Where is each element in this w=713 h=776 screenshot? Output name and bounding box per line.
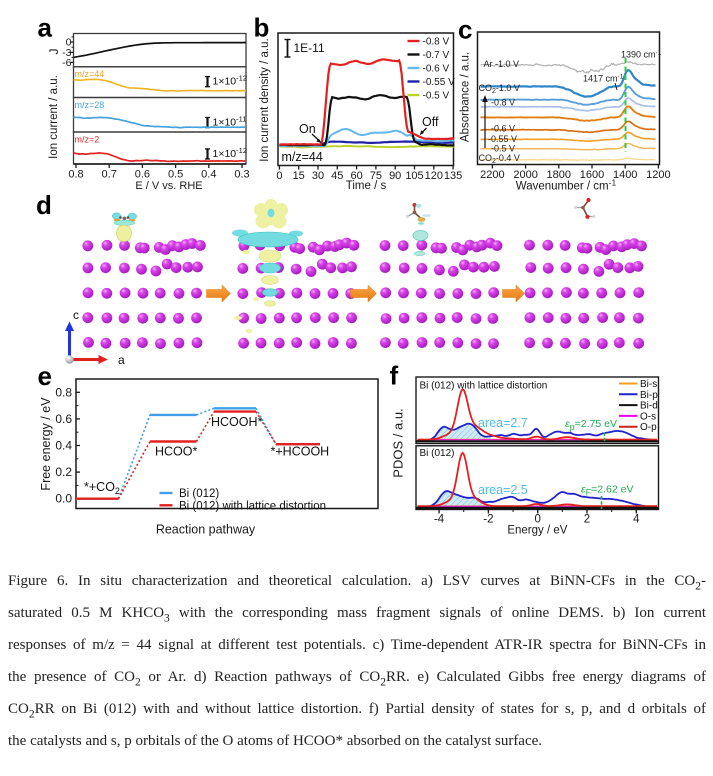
svg-text:m/z=44: m/z=44 (75, 69, 105, 79)
svg-text:c: c (458, 15, 472, 45)
svg-text:*+CO2: *+CO2 (84, 480, 120, 496)
svg-text:0.4: 0.4 (201, 169, 216, 181)
svg-text:Off: Off (422, 115, 439, 129)
svg-text:-0.7 V: -0.7 V (423, 50, 450, 61)
svg-text:2200: 2200 (480, 169, 504, 181)
svg-text:area=2.7: area=2.7 (478, 416, 528, 430)
svg-text:0.5: 0.5 (168, 169, 183, 181)
svg-text:4: 4 (633, 514, 640, 526)
svg-text:-0.6 V: -0.6 V (423, 64, 450, 75)
svg-text:HCOOH*: HCOOH* (211, 415, 263, 429)
svg-text:75: 75 (370, 170, 382, 182)
svg-text:a: a (38, 13, 53, 43)
svg-text:1E-11: 1E-11 (294, 41, 325, 55)
svg-text:1417 cm-1: 1417 cm-1 (583, 74, 624, 84)
svg-text:0.7: 0.7 (102, 169, 117, 181)
svg-text:J: J (47, 49, 61, 55)
svg-text:area=2.5: area=2.5 (478, 483, 528, 497)
svg-text:Bi (012) with lattice distorti: Bi (012) with lattice distortion (420, 381, 548, 392)
svg-text:0.4: 0.4 (55, 439, 72, 453)
svg-text:d: d (36, 190, 52, 220)
svg-text:0.6: 0.6 (55, 412, 72, 426)
svg-text:0: 0 (534, 514, 540, 526)
svg-text:105: 105 (405, 170, 423, 182)
svg-text:0.0: 0.0 (55, 492, 72, 506)
svg-text:Time / s: Time / s (346, 180, 387, 192)
svg-text:-0.5 V: -0.5 V (423, 91, 450, 102)
svg-text:0.2: 0.2 (55, 465, 72, 479)
svg-text:a: a (118, 353, 125, 367)
svg-text:0.3: 0.3 (234, 169, 249, 181)
svg-text:PDOS / a.u.: PDOS / a.u. (391, 408, 406, 477)
svg-text:-4: -4 (434, 514, 445, 526)
svg-text:0.6: 0.6 (135, 169, 150, 181)
svg-text:0: 0 (66, 37, 72, 49)
svg-text:-0.6 V: -0.6 V (491, 124, 515, 134)
svg-text:Bi-d: Bi-d (640, 401, 658, 412)
svg-text:Reaction pathway: Reaction pathway (156, 523, 256, 537)
svg-text:Bi-p: Bi-p (640, 390, 658, 401)
svg-text:c: c (73, 308, 79, 322)
svg-text:O-p: O-p (640, 422, 657, 433)
svg-text:e: e (38, 361, 52, 391)
svg-text:-3: -3 (62, 47, 71, 59)
svg-text:-6: -6 (62, 57, 71, 69)
svg-text:0.8: 0.8 (55, 385, 72, 399)
svg-text:Bi (012): Bi (012) (420, 448, 455, 459)
svg-text:Bi (012) with lattice distorti: Bi (012) with lattice distortion (179, 500, 326, 512)
svg-text:45: 45 (331, 170, 343, 182)
svg-text:HCOO*: HCOO* (155, 445, 198, 459)
svg-text:-0.55 V: -0.55 V (423, 77, 456, 88)
svg-text:εF=2.62 eV: εF=2.62 eV (581, 484, 633, 498)
svg-text:εp=2.75 eV: εp=2.75 eV (565, 418, 617, 432)
svg-text:1×10-12: 1×10-12 (213, 74, 248, 88)
svg-text:m/z=28: m/z=28 (75, 100, 105, 110)
svg-text:135: 135 (444, 170, 462, 182)
svg-text:0: 0 (276, 170, 282, 182)
svg-text:15: 15 (293, 170, 305, 182)
svg-text:Absorbance / a.u.: Absorbance / a.u. (460, 52, 472, 142)
svg-text:60: 60 (350, 170, 362, 182)
svg-text:120: 120 (425, 170, 443, 182)
svg-text:CO2-0.4 V: CO2-0.4 V (479, 153, 520, 165)
svg-text:-0.55 V: -0.55 V (488, 134, 517, 144)
svg-text:Ion current / a.u.: Ion current / a.u. (48, 75, 60, 159)
svg-text:*+HCOOH: *+HCOOH (271, 445, 330, 459)
svg-text:-0.5 V: -0.5 V (491, 144, 515, 154)
svg-text:1390 cm-1: 1390 cm-1 (621, 50, 662, 60)
svg-text:b: b (254, 13, 270, 43)
svg-text:-0.8 V: -0.8 V (491, 98, 515, 108)
svg-text:1600: 1600 (580, 169, 604, 181)
svg-text:Ion current density / a.u.: Ion current density / a.u. (259, 38, 271, 161)
svg-text:f: f (390, 361, 399, 391)
svg-text:Free energy / eV: Free energy / eV (39, 397, 53, 491)
svg-text:O-s: O-s (640, 411, 656, 422)
svg-text:E / V vs. RHE: E / V vs. RHE (135, 180, 202, 192)
svg-text:m/z=44: m/z=44 (282, 150, 323, 164)
svg-text:CO2-1.0 V: CO2-1.0 V (479, 83, 520, 95)
svg-text:2: 2 (584, 514, 590, 526)
svg-text:-0.8 V: -0.8 V (423, 37, 450, 48)
svg-text:Energy / eV: Energy / eV (507, 525, 567, 537)
svg-text:On: On (299, 122, 316, 136)
svg-text:1400: 1400 (613, 169, 637, 181)
svg-text:1800: 1800 (547, 169, 571, 181)
svg-text:1200: 1200 (646, 169, 670, 181)
svg-text:2000: 2000 (513, 169, 537, 181)
svg-text:0.8: 0.8 (68, 169, 83, 181)
svg-text:Ar -1.0 V: Ar -1.0 V (484, 59, 520, 69)
svg-text:30: 30 (312, 170, 324, 182)
svg-text:Bi-s: Bi-s (640, 379, 657, 390)
svg-text:Wavenumber / cm-1: Wavenumber / cm-1 (516, 178, 617, 193)
svg-text:1×10-12: 1×10-12 (213, 146, 248, 160)
svg-text:90: 90 (389, 170, 401, 182)
svg-text:Bi (012): Bi (012) (179, 488, 219, 500)
svg-text:-2: -2 (483, 514, 493, 526)
svg-text:m/z=2: m/z=2 (75, 135, 100, 145)
